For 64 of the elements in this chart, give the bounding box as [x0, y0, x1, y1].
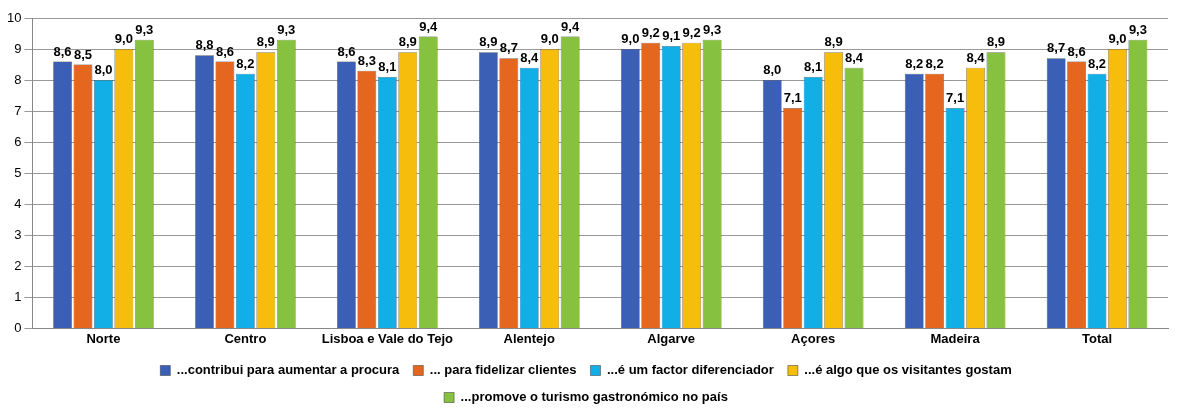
legend-label: ... para fidelizar clientes [429, 362, 577, 378]
data-label: 9,0 [621, 31, 640, 47]
legend-label: ...é algo que os visitantes gostam [804, 362, 1012, 378]
x-tick-label: Lisboa e Vale do Tejo [321, 330, 453, 346]
y-tick-label: 6 [14, 133, 22, 149]
data-label: 9,3 [135, 21, 154, 37]
y-tick-label: 10 [6, 9, 22, 25]
y-tick-label: 7 [14, 102, 22, 118]
data-label: 8,3 [357, 52, 376, 68]
data-label: 8,8 [195, 37, 214, 53]
legend-label: ...é um factor diferenciador [606, 362, 774, 378]
data-label: 8,9 [986, 34, 1005, 50]
data-label: 9,3 [1128, 21, 1147, 37]
data-label: 9,4 [561, 18, 580, 34]
data-label: 8,9 [256, 34, 275, 50]
y-tick-label: 5 [14, 164, 22, 180]
y-tick-label: 2 [14, 257, 22, 273]
y-tick-label: 4 [14, 195, 22, 211]
y-tick-label: 1 [14, 288, 22, 304]
data-label: 9,2 [682, 24, 701, 40]
data-label: 8,1 [378, 59, 397, 75]
data-label: 8,0 [94, 62, 113, 78]
data-label: 9,3 [277, 21, 296, 37]
data-label: 8,2 [236, 55, 255, 71]
x-tick-label: Açores [791, 330, 836, 346]
x-tick-label: Algarve [647, 330, 696, 346]
data-label: 8,1 [804, 59, 823, 75]
data-label: 8,9 [824, 34, 843, 50]
data-label: 8,9 [398, 34, 417, 50]
data-label: 8,6 [215, 43, 234, 59]
data-label: 8,0 [763, 62, 782, 78]
data-label: 8,7 [1047, 40, 1066, 56]
x-tick-label: Madeira [930, 330, 981, 346]
y-tick-label: 3 [14, 226, 22, 242]
data-label: 8,2 [925, 55, 944, 71]
data-label: 9,2 [641, 24, 660, 40]
x-tick-label: Alentejo [503, 330, 555, 346]
data-label: 8,2 [905, 55, 924, 71]
data-label: 8,6 [53, 43, 72, 59]
legend-label: ...promove o turismo gastronómico no país [460, 389, 728, 405]
data-label: 9,0 [114, 31, 133, 47]
data-label: 9,1 [662, 28, 681, 44]
y-tick-label: 9 [14, 40, 22, 56]
x-tick-label: Norte [86, 330, 121, 346]
data-label: 8,5 [73, 46, 93, 62]
data-label: 7,1 [783, 90, 802, 106]
data-label: 9,3 [703, 21, 722, 37]
x-tick-label: Total [1081, 330, 1113, 346]
data-label: 8,4 [844, 49, 864, 65]
data-label: 7,1 [946, 90, 965, 106]
data-label: 8,6 [337, 43, 356, 59]
data-label: 8,2 [1087, 55, 1107, 71]
data-label: 9,4 [419, 18, 438, 34]
data-label: 8,4 [966, 49, 986, 65]
x-tick-label: Centro [224, 330, 267, 346]
data-label: 8,7 [499, 40, 518, 56]
data-label: 8,9 [479, 34, 498, 50]
data-label: 9,0 [540, 31, 559, 47]
legend-label: ...contribui para aumentar a procura [176, 362, 401, 378]
data-label: 9,0 [1108, 31, 1127, 47]
y-tick-label: 0 [14, 319, 22, 335]
data-label: 8,4 [520, 49, 540, 65]
data-label: 8,6 [1067, 43, 1086, 59]
y-tick-label: 8 [14, 71, 22, 87]
